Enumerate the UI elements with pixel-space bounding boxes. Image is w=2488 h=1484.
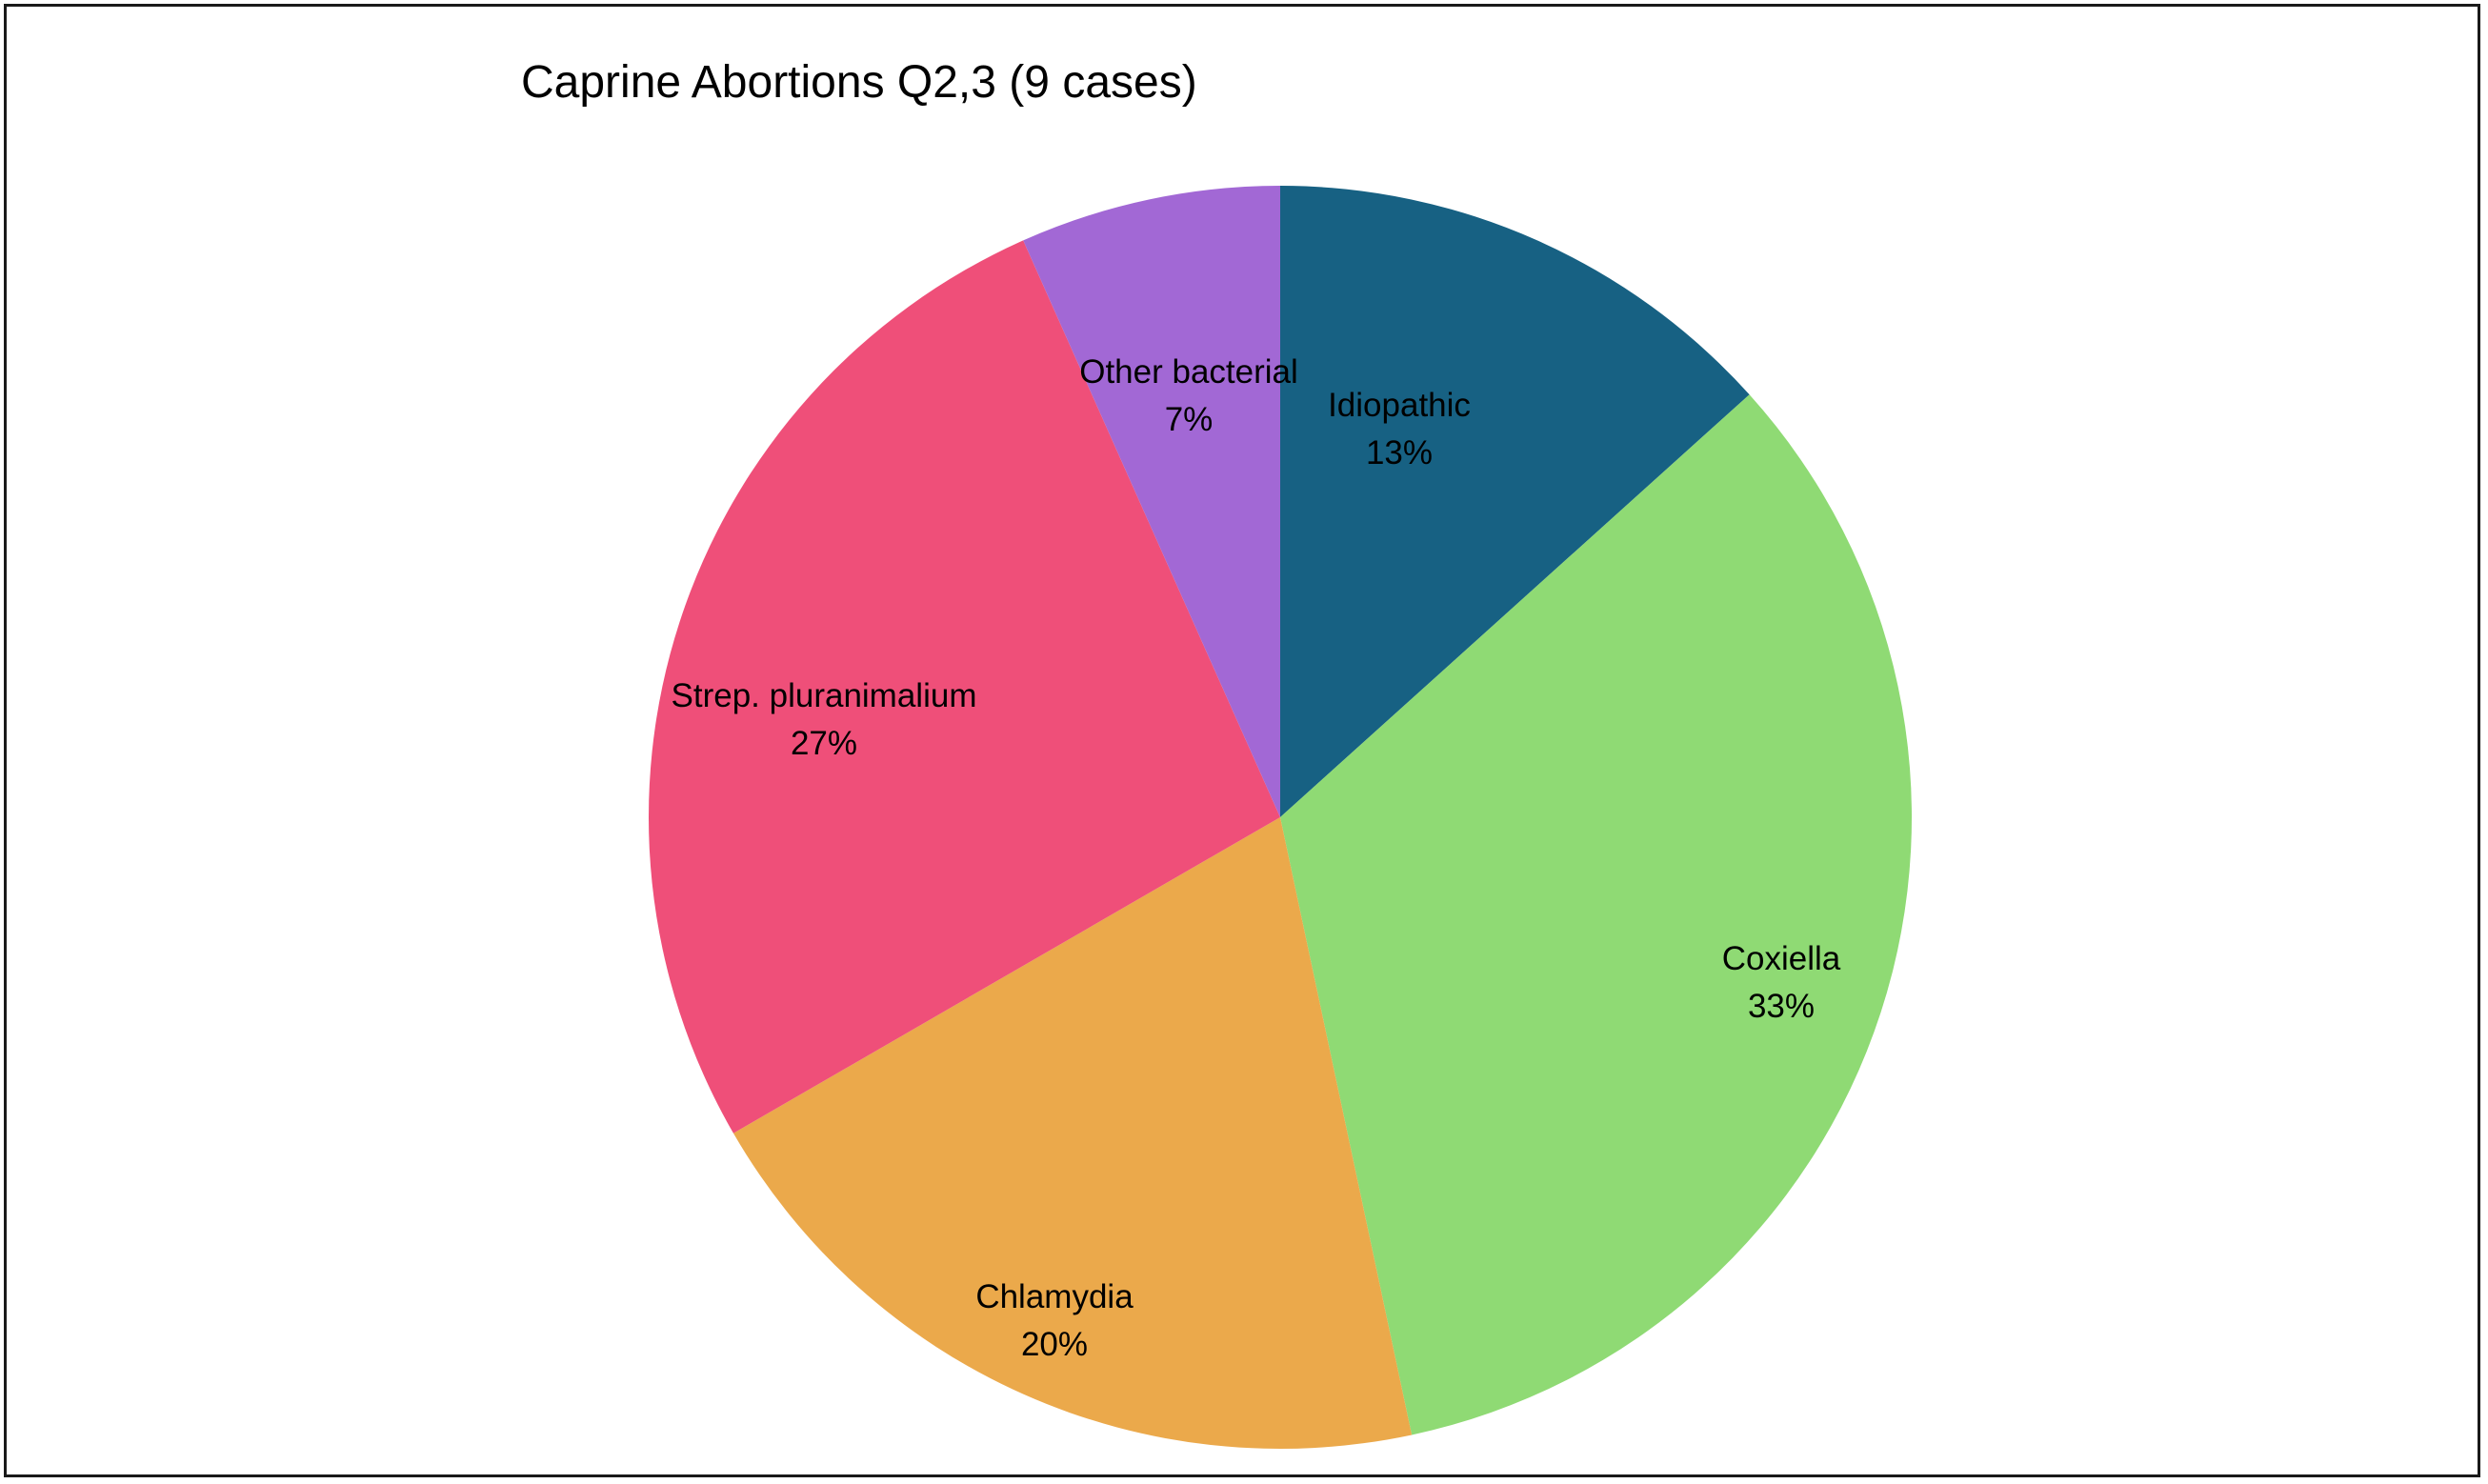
data-label-percent-other-bacterial: 7% [1165, 401, 1214, 438]
data-label-category-idiopathic: Idiopathic [1328, 387, 1471, 424]
data-label-percent-idiopathic: 13% [1366, 434, 1433, 471]
data-label-percent-strep-pluranimalium: 27% [791, 725, 857, 762]
pie-slice-chlamydia [732, 817, 1413, 1449]
pie-slice-idiopathic [1280, 186, 1750, 817]
data-label-category-coxiella: Coxiella [1722, 940, 1841, 977]
pie-slice-other-bacterial [1023, 186, 1280, 817]
pie-slice-coxiella [1280, 394, 1912, 1435]
chart-title: Caprine Abortions Q2,3 (9 cases) [521, 57, 1197, 108]
data-label-category-chlamydia: Chlamydia [975, 1278, 1134, 1315]
data-label-category-strep-pluranimalium: Strep. pluranimalium [672, 677, 977, 714]
data-label-percent-coxiella: 33% [1748, 988, 1815, 1025]
chart-frame: Caprine Abortions Q2,3 (9 cases) Idiopat… [4, 4, 2480, 1477]
pie-slice-strep-pluranimalium [648, 240, 1280, 1133]
data-label-percent-chlamydia: 20% [1021, 1326, 1088, 1363]
pie-slices [648, 186, 1912, 1449]
pie-data-labels: Idiopathic 13% Coxiella 33% Chlamydia 20% Stre… [672, 353, 1841, 1363]
data-label-category-other-bacterial: Other bacterial [1079, 353, 1298, 391]
pie-chart: Idiopathic 13% Coxiella 33% Chlamydia 20% Stre… [648, 186, 1912, 1449]
